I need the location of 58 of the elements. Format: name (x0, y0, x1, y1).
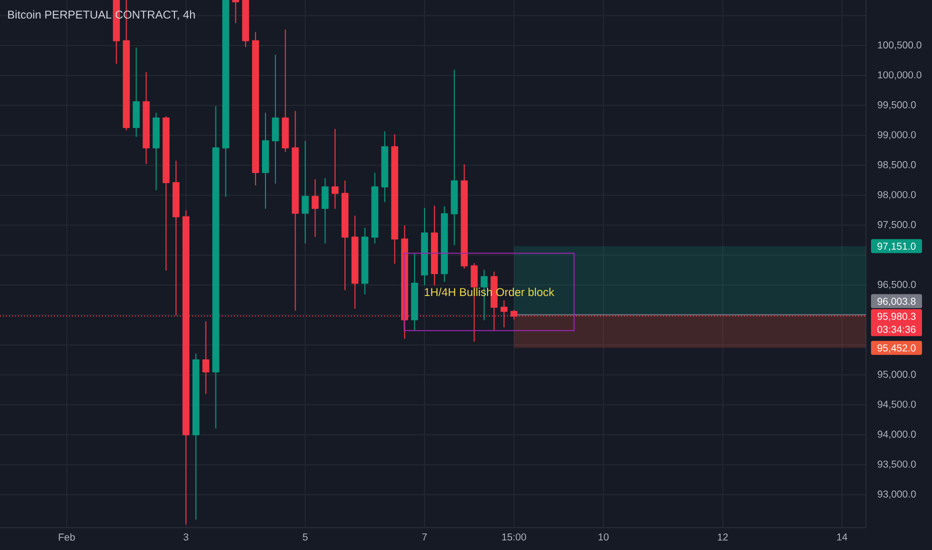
y-tick-label: 94,000.0 (878, 430, 916, 439)
candlestick (371, 172, 378, 244)
candlestick (312, 179, 319, 238)
candlestick (232, 0, 240, 24)
candlestick (302, 140, 309, 244)
x-tick-label: 14 (837, 534, 848, 540)
candlestick (421, 208, 428, 286)
candlestick (252, 32, 260, 186)
candlestick (440, 206, 448, 282)
candlestick (162, 116, 170, 271)
candlestick (282, 29, 289, 152)
y-tick-label: 100,500.0 (878, 41, 922, 50)
band-label: 95,452.0 (878, 344, 916, 353)
candlestick (332, 128, 339, 209)
y-tick-label: 97,500.0 (878, 221, 916, 230)
candlestick (322, 178, 329, 244)
candlestick (262, 112, 269, 209)
candlestick (222, 0, 230, 197)
candlestick (450, 70, 458, 246)
candlestick (272, 54, 279, 184)
y-tick-label: 95,000.0 (878, 370, 916, 380)
candlestick (192, 353, 200, 520)
x-tick-label: 3 (184, 533, 188, 541)
text: 03:34:36 (877, 326, 916, 333)
candlestick (152, 112, 160, 190)
candlestick (381, 131, 388, 202)
candlestick (411, 253, 418, 332)
y-tick-label: 99,500.0 (878, 101, 916, 110)
candlestick (342, 180, 348, 290)
candlestick (212, 106, 220, 429)
x-tick-label: 7 (422, 534, 427, 540)
y-tick-label: 96,500.0 (878, 280, 916, 290)
ref-line-label: 96,003.8 (878, 298, 916, 306)
candlestick (132, 47, 140, 138)
candlestick (172, 160, 180, 316)
x-tick-label: 12 (718, 534, 728, 540)
y-tick-label: 93,000.0 (878, 490, 916, 499)
y-tick-label: 93,500.0 (878, 460, 916, 469)
candlestick (391, 134, 398, 264)
x-tick-label: 15:00 (502, 533, 526, 541)
ref-line-label: 95,980.3 (878, 312, 916, 322)
candlestick (430, 206, 438, 286)
candlestick (242, 0, 250, 48)
y-tick-label: 99,000.0 (878, 131, 916, 140)
candlestick (142, 72, 150, 164)
candlestick (361, 228, 368, 295)
x-tick-label: Feb (58, 533, 75, 541)
candlestick (292, 110, 299, 311)
y-tick-label: 100,000.0 (878, 71, 922, 80)
candlestick (202, 321, 210, 394)
y-tick-label: 98,500.0 (878, 161, 916, 170)
x-tick-label: 10 (598, 533, 609, 541)
candlestick (351, 216, 358, 309)
y-tick-label: 94,500.0 (878, 400, 916, 409)
candlestick (460, 164, 468, 269)
y-tick-label: 98,000.0 (878, 191, 916, 200)
x-tick-label: 5 (302, 534, 308, 540)
band-label: 97,151.0 (878, 242, 916, 251)
